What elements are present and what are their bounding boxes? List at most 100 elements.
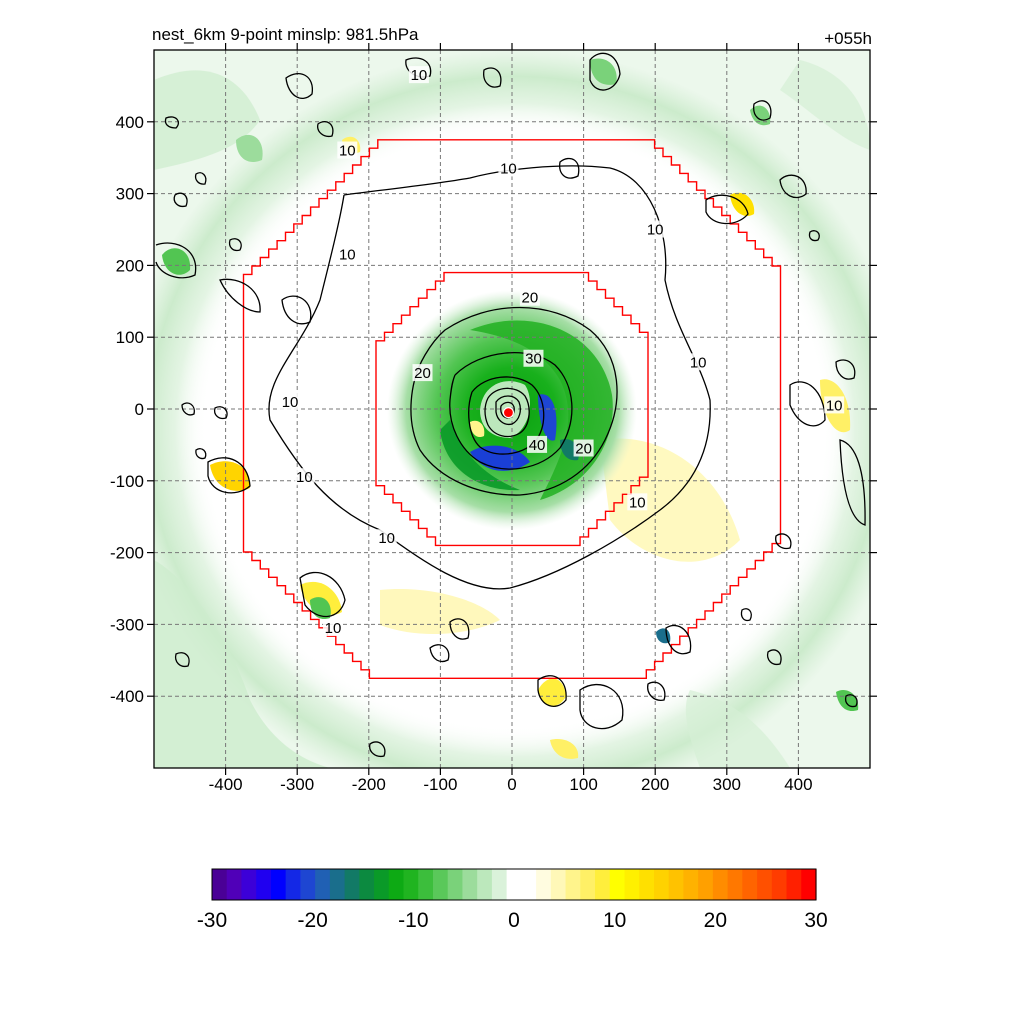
x-axis: -400 -300 -200 -100 0 100 200 300 400 xyxy=(209,43,813,794)
contour-label-bg-2 xyxy=(280,392,301,410)
contour-small xyxy=(213,406,228,420)
contour-label-13: 20 xyxy=(414,365,431,382)
contour-small xyxy=(537,675,567,707)
contour-label-bg-9 xyxy=(337,141,358,159)
core-inner-yellow xyxy=(470,420,485,438)
contour-label-bg-3 xyxy=(294,468,315,486)
contour-label-14: 20 xyxy=(575,440,592,457)
colorbar-tick-label-1: -20 xyxy=(297,909,327,932)
y-tick-label-2: 200 xyxy=(116,256,144,275)
colorbar-swatch-26 xyxy=(595,869,611,900)
colorbar-swatch-24 xyxy=(565,869,581,900)
contour-small xyxy=(317,121,334,138)
colorbar-swatch-16 xyxy=(447,869,464,900)
colorbar-tick-label-3: 0 xyxy=(508,909,520,932)
colorbar-tick-label-4: 10 xyxy=(603,909,626,932)
colorbar-swatch-19 xyxy=(491,869,508,900)
outer-shade-patch xyxy=(154,70,260,170)
y-tick-label-5: -100 xyxy=(110,472,144,491)
colorbar-swatch-14 xyxy=(418,869,434,900)
x-tick-label-8: 400 xyxy=(784,775,812,794)
contour-label-8: 10 xyxy=(826,397,843,414)
colorbar-swatch-37 xyxy=(757,869,773,900)
contour-label-bg-7 xyxy=(627,493,648,511)
colorbar-swatch-33 xyxy=(698,869,714,900)
outer-shade-patch xyxy=(780,60,870,150)
contour-label-6: 10 xyxy=(690,354,707,371)
colorbar-frame xyxy=(211,868,817,901)
contour-small xyxy=(665,624,692,655)
contour-small xyxy=(207,457,251,494)
contour-small xyxy=(195,448,207,460)
contour-label-bg-8 xyxy=(824,396,845,414)
colorbar-swatch-10 xyxy=(359,869,375,900)
colorbar-swatch-31 xyxy=(668,869,685,900)
y-tick-label-0: 400 xyxy=(116,113,144,132)
contour-small xyxy=(775,533,792,550)
colorbar-swatch-35 xyxy=(727,869,743,900)
contour-60 xyxy=(495,395,521,426)
contour-small xyxy=(173,192,188,208)
contour-label-16: 40 xyxy=(529,437,546,454)
contour-small xyxy=(369,741,386,758)
contour-small xyxy=(753,100,772,121)
colorbar-swatch-0 xyxy=(212,869,228,900)
yellow-patch xyxy=(600,438,740,562)
colorbar-swatch-4 xyxy=(270,869,287,900)
y-tick-label-6: -200 xyxy=(110,544,144,563)
contour-small xyxy=(740,608,752,622)
contour-label-bg-11 xyxy=(323,618,343,636)
outer-shade-patch xyxy=(685,690,790,768)
x-tick-label-1: -300 xyxy=(280,775,314,794)
colorbar-swatch-27 xyxy=(609,869,626,900)
colorbar-swatch-38 xyxy=(771,869,788,900)
colorbar-swatch-39 xyxy=(786,869,802,900)
contour-label-bg-13 xyxy=(412,364,433,382)
colorbar-swatch-30 xyxy=(653,869,670,900)
colorbar-tick-label-0: -30 xyxy=(197,909,227,932)
colorbar-swatch-11 xyxy=(374,869,390,900)
contour-small xyxy=(281,295,312,325)
storm-center-marker xyxy=(502,406,515,419)
contour-label-4: 10 xyxy=(378,530,395,547)
contour-label-bg-4 xyxy=(376,529,397,547)
contour-small xyxy=(405,57,432,78)
contour-small xyxy=(181,402,195,416)
yellow-patch xyxy=(210,461,251,491)
contour-label-0: 10 xyxy=(500,160,517,177)
contour-label-3: 10 xyxy=(296,469,313,486)
nest-boundary-1 xyxy=(375,271,649,547)
colorbar-tick-label-2: -10 xyxy=(398,909,428,932)
y-axis: 400 300 200 100 0 -100 -200 -300 -400 xyxy=(110,113,877,706)
contour-small xyxy=(839,439,866,526)
colorbar-tick-label-6: 30 xyxy=(804,909,827,932)
contour-small xyxy=(789,381,826,427)
contour-10-outer xyxy=(268,165,711,590)
colorbar-swatch-40 xyxy=(801,869,817,900)
contour-label-12: 20 xyxy=(522,290,539,307)
y-tick-label-4: 0 xyxy=(135,400,144,419)
yellow-patch xyxy=(538,678,566,706)
colorbar-swatch-2 xyxy=(241,869,257,900)
colorbar-swatch-5 xyxy=(285,869,301,900)
contour-small xyxy=(299,571,346,618)
colorbar: -30 -20 -10 0 10 20 30 xyxy=(197,868,828,932)
colorbar-swatch-15 xyxy=(432,869,449,900)
colorbar-swatch-34 xyxy=(712,869,729,900)
colorbar-swatch-18 xyxy=(477,869,493,900)
colorbar-tick-label-5: 20 xyxy=(704,909,727,932)
nest-boundaries xyxy=(242,139,782,679)
x-tick-label-0: -400 xyxy=(209,775,243,794)
contour-small xyxy=(705,194,749,225)
nest-boundary-0 xyxy=(242,139,782,679)
colorbar-swatch-7 xyxy=(315,869,331,900)
contour-50 xyxy=(484,387,530,438)
contour-label-bg-15 xyxy=(523,349,544,367)
colorbar-swatch-12 xyxy=(388,869,405,900)
colorbar-swatch-28 xyxy=(624,869,640,900)
colorbar-swatch-13 xyxy=(403,869,419,900)
contour-small xyxy=(844,694,858,708)
green-patch xyxy=(236,134,263,162)
contour-label-2: 10 xyxy=(282,394,299,411)
